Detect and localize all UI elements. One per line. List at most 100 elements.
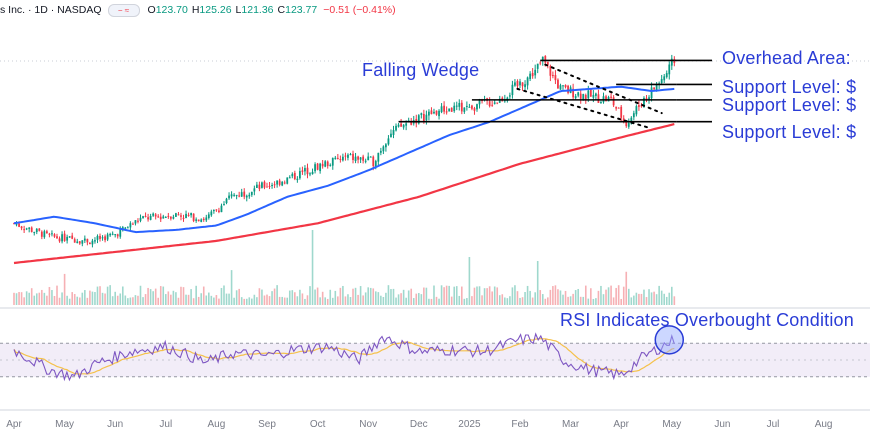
volume-bar: [321, 291, 324, 305]
candle-body: [433, 111, 435, 114]
candle-body: [653, 87, 655, 90]
candle-body: [610, 96, 612, 98]
candle-body: [119, 229, 122, 237]
volume-bar: [228, 293, 230, 305]
time-axis-label: Feb: [511, 419, 529, 430]
candle-body: [630, 117, 633, 124]
candle-body: [643, 97, 645, 108]
candle-body: [223, 204, 225, 206]
candle-body: [331, 158, 334, 166]
volume-bar: [43, 292, 46, 305]
candle-body: [385, 144, 387, 148]
volume-bar: [167, 291, 170, 305]
candle-body: [18, 223, 20, 227]
time-axis-label: Aug: [815, 419, 833, 430]
candle-body: [30, 227, 33, 232]
candle-body: [620, 106, 623, 118]
volume-bar: [453, 286, 456, 305]
candle-body: [445, 111, 448, 113]
volume-bar: [309, 286, 311, 305]
volume-bar: [377, 292, 380, 305]
volume-bar: [210, 295, 213, 305]
candle-body: [116, 234, 119, 237]
candle-body: [546, 61, 549, 65]
candle-body: [377, 152, 380, 162]
candle-body: [526, 77, 529, 86]
volume-bar: [579, 296, 582, 305]
volume-bar: [13, 292, 15, 305]
volume-bar: [673, 296, 676, 305]
candle-body: [473, 108, 476, 111]
volume-bar: [526, 285, 529, 305]
volume-bar: [344, 296, 347, 305]
candle-body: [240, 192, 243, 197]
volume-bar: [402, 289, 405, 305]
candle-body: [448, 108, 451, 112]
volume-bar: [271, 291, 273, 305]
candle-body: [488, 101, 491, 107]
volume-bar: [33, 295, 36, 305]
candle-body: [592, 94, 595, 98]
volume-bar: [218, 298, 220, 305]
candle-body: [595, 93, 597, 96]
candle-body: [554, 75, 557, 81]
support-level-3-annotation: Support Level: $: [722, 122, 857, 142]
volume-bar: [263, 295, 266, 305]
volume-bar: [152, 291, 154, 305]
volume-bar: [342, 285, 344, 305]
volume-bar: [655, 294, 658, 305]
indicator-toggle-icon[interactable]: − ≈: [107, 3, 140, 17]
volume-bar: [420, 294, 423, 305]
volume-bar: [144, 294, 147, 305]
volume-bar: [104, 293, 106, 305]
volume-bar: [172, 290, 175, 305]
candle-body: [352, 153, 354, 160]
volume-bar: [597, 290, 600, 305]
volume-bar: [395, 297, 397, 305]
candle-body: [13, 223, 15, 225]
time-axis-label: Mar: [562, 419, 580, 430]
candle-body: [51, 233, 53, 235]
candle-body: [319, 163, 322, 172]
volume-bar: [339, 287, 342, 305]
candle-body: [187, 214, 190, 216]
volume-bar: [529, 290, 531, 305]
candle-body: [650, 87, 653, 99]
volume-bar: [617, 285, 620, 305]
ohlc-low-label: L: [235, 4, 242, 16]
candle-body: [347, 154, 349, 158]
candle-body: [458, 102, 461, 107]
volume-bar: [567, 296, 569, 305]
candle-body: [164, 216, 167, 218]
falling-wedge-annotation: Falling Wedge: [362, 60, 480, 80]
volume-bar: [600, 285, 602, 305]
volume-bar: [258, 288, 261, 305]
candle-body: [549, 66, 552, 76]
volume-bar: [84, 290, 86, 305]
candle-body: [584, 94, 587, 100]
candle-body: [663, 76, 666, 81]
candle-body: [605, 96, 607, 102]
candle-body: [539, 62, 542, 64]
symbol-title[interactable]: s Inc. · 1D · NASDAQ: [0, 4, 102, 16]
volume-bar: [165, 294, 167, 305]
candle-body: [519, 81, 521, 86]
volume-bar: [615, 287, 617, 305]
candle-body: [293, 172, 296, 180]
volume-bar: [610, 285, 612, 305]
volume-bar: [304, 298, 306, 305]
candle-body: [109, 233, 112, 236]
volume-bar: [291, 290, 294, 305]
candle-body: [235, 194, 238, 196]
volume-bar: [319, 297, 321, 305]
time-axis-label: Apr: [6, 419, 22, 430]
volume-bar: [640, 293, 643, 305]
volume-bar: [182, 287, 185, 305]
candle-body: [435, 110, 438, 115]
volume-bar: [653, 291, 655, 305]
volume-bar: [215, 295, 218, 305]
candle-body: [617, 107, 620, 109]
volume-bar: [481, 295, 483, 305]
volume-bar: [324, 297, 326, 305]
